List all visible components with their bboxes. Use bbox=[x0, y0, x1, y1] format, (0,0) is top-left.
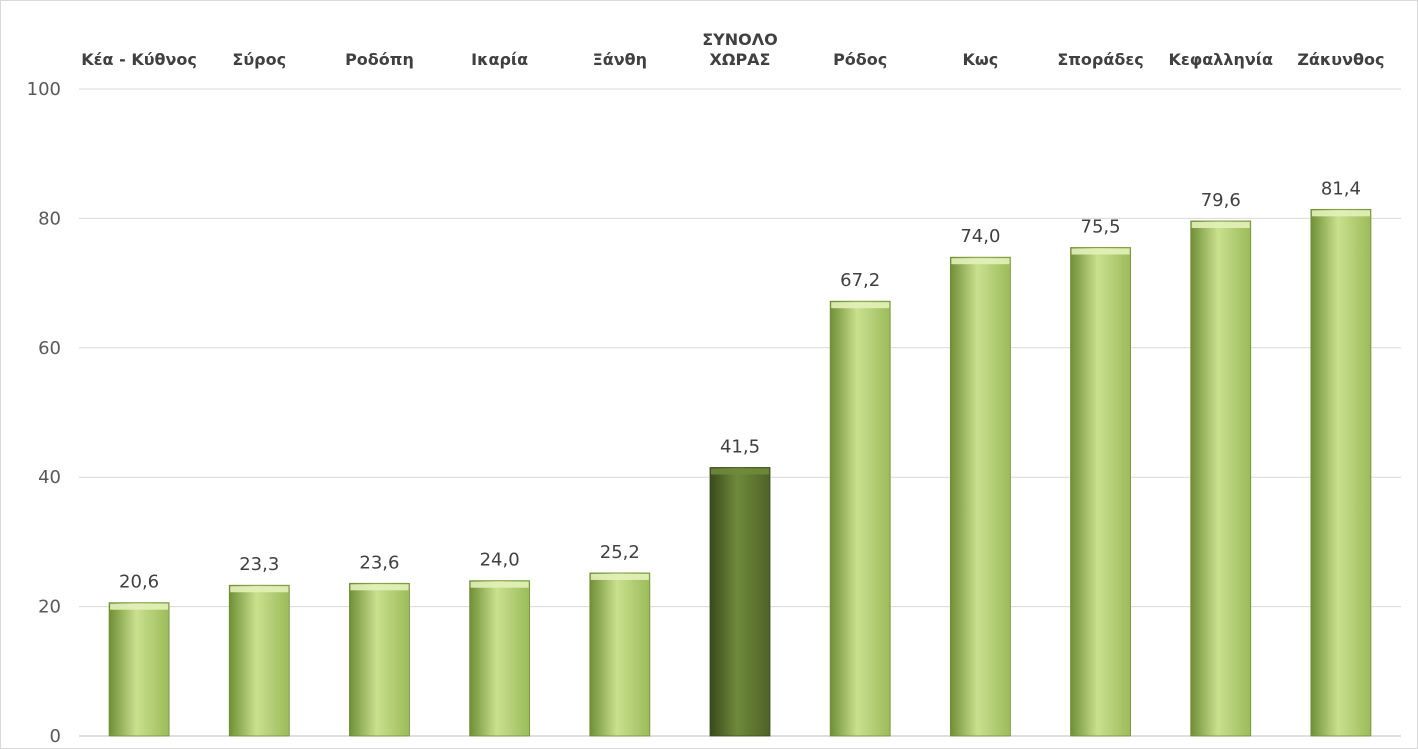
bar bbox=[1070, 247, 1131, 737]
bar bbox=[709, 467, 771, 737]
data-label: 24,0 bbox=[480, 550, 520, 571]
category-label: ΣΥΝΟΛΟ ΧΩΡΑΣ bbox=[702, 30, 778, 69]
data-label: 20,6 bbox=[119, 572, 159, 593]
bar-top-bevel bbox=[350, 584, 409, 591]
category-label: Ξάνθη bbox=[593, 50, 647, 69]
data-label: 81,4 bbox=[1321, 178, 1361, 199]
bar bbox=[1310, 208, 1372, 737]
bar-body bbox=[589, 572, 651, 737]
y-tick-label: 20 bbox=[38, 597, 61, 618]
bar-body bbox=[1310, 208, 1372, 737]
bar-top-bevel bbox=[1311, 210, 1370, 217]
bar bbox=[469, 580, 531, 737]
bar-body bbox=[1070, 247, 1131, 737]
y-tick-label: 40 bbox=[38, 467, 61, 488]
bar bbox=[108, 602, 170, 737]
data-label: 23,6 bbox=[359, 552, 399, 573]
bar bbox=[589, 572, 651, 737]
bar-body bbox=[1190, 220, 1252, 737]
bar bbox=[1190, 220, 1252, 737]
bar-top-bevel bbox=[1071, 248, 1130, 255]
data-label: 74,0 bbox=[960, 226, 1000, 247]
category-label: Ρόδος bbox=[833, 50, 887, 69]
y-tick-label: 60 bbox=[38, 338, 61, 359]
y-tick-label: 0 bbox=[50, 726, 61, 747]
data-labels: 20,6 23,3 23,6 24,0 25,2 41,5 67,2 74,0 75,5 79,6… bbox=[119, 178, 1361, 592]
bar-highlight bbox=[709, 467, 771, 737]
bar-body bbox=[949, 256, 1011, 737]
category-label: Κέα - Κύθνος bbox=[81, 50, 197, 69]
bar bbox=[829, 300, 891, 737]
bar bbox=[349, 582, 410, 737]
bar-body bbox=[829, 300, 891, 737]
bar-top-bevel bbox=[1191, 221, 1250, 228]
y-tick-label: 80 bbox=[38, 208, 61, 229]
y-tick-label: 100 bbox=[27, 79, 61, 100]
bars bbox=[108, 208, 1372, 737]
data-label: 25,2 bbox=[600, 542, 640, 563]
category-label: Ικαρία bbox=[471, 50, 528, 69]
bar-top-bevel bbox=[831, 302, 890, 309]
bar-top-bevel bbox=[470, 581, 529, 588]
category-label: Ζάκυνθος bbox=[1297, 50, 1384, 69]
bar-top-bevel bbox=[590, 573, 649, 580]
category-label: Σύρος bbox=[232, 50, 286, 69]
y-axis-ticks: 0 20 40 60 80 100 bbox=[27, 79, 61, 747]
category-label: Σποράδες bbox=[1057, 50, 1143, 69]
bar-top-bevel bbox=[230, 586, 289, 593]
bar-top-bevel bbox=[110, 603, 169, 610]
data-label: 67,2 bbox=[840, 270, 880, 291]
bar-body bbox=[228, 584, 290, 737]
bar-body bbox=[108, 602, 170, 737]
bar-top-bevel bbox=[711, 468, 769, 475]
bar-body bbox=[469, 580, 531, 737]
data-label: 75,5 bbox=[1081, 217, 1121, 238]
bar-body bbox=[349, 582, 410, 737]
bar bbox=[228, 584, 290, 737]
category-label: Κεφαλληνία bbox=[1168, 50, 1273, 69]
data-label: 41,5 bbox=[720, 436, 760, 457]
category-labels: Κέα - Κύθνος Σύρος Ροδόπη Ικαρία Ξάνθη ΣΥΝΟΛΟ… bbox=[81, 30, 1384, 69]
category-label: Κως bbox=[962, 50, 998, 69]
bar-top-bevel bbox=[951, 258, 1010, 265]
data-label: 79,6 bbox=[1201, 190, 1241, 211]
bar bbox=[949, 256, 1011, 737]
data-label: 23,3 bbox=[239, 554, 279, 575]
category-label: Ροδόπη bbox=[345, 50, 414, 69]
